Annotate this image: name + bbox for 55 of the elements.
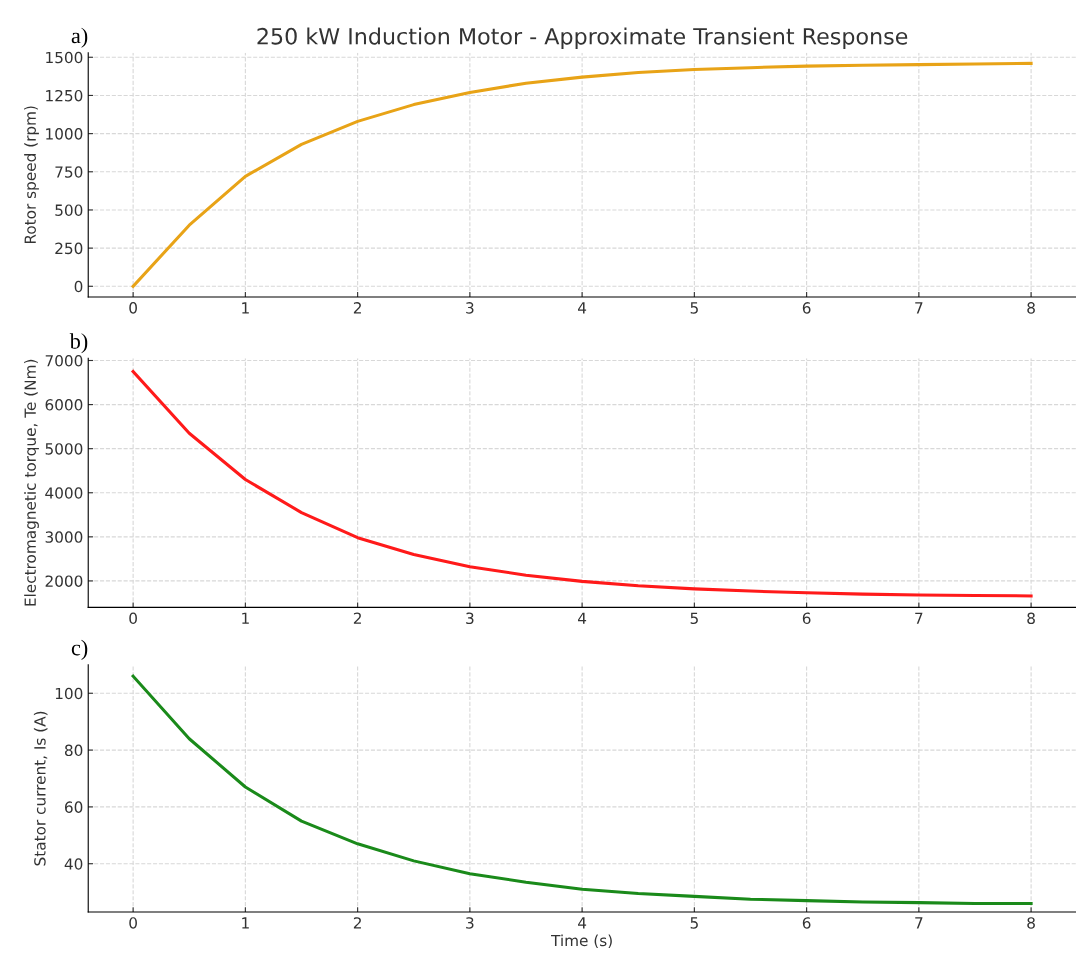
y-tick-label: 750 (55, 166, 83, 178)
y-tick-label: 4000 (45, 487, 83, 499)
x-tick-label: 8 (1027, 917, 1035, 929)
line-series (131, 674, 1033, 906)
x-tick-label: 4 (578, 612, 587, 624)
x-tick-label: 2 (353, 917, 361, 929)
x-tick-label: 6 (802, 612, 811, 625)
y-tick-label: 5000 (45, 443, 83, 455)
x-tick-label: 2 (353, 302, 361, 314)
x-tick-label: 1 (242, 917, 249, 929)
x-tick-label: 7 (915, 612, 923, 624)
y-tick-label: 0 (74, 280, 83, 293)
x-tick-label: 7 (915, 302, 923, 314)
text: a) (71, 27, 88, 48)
x-tick-label: 6 (802, 302, 811, 314)
x-tick-label: 0 (129, 917, 137, 929)
y-tick-label: 1250 (46, 89, 83, 102)
y-tick-label: 1000 (46, 128, 83, 140)
x-tick-label: 4 (578, 917, 587, 929)
x-tick-label: 3 (466, 612, 474, 625)
x-tick-label: 1 (242, 302, 249, 314)
y-tick-label: 1500 (46, 51, 83, 64)
x-tick-label: 2 (353, 612, 361, 624)
y-tick-label: 500 (55, 204, 83, 216)
line-series (131, 369, 1033, 598)
chart-title: 250 kW Induction Motor - Approximate Transient Response (257, 27, 908, 49)
y-tick-label: 40 (64, 858, 83, 870)
x-axis-title: Time (s) (551, 934, 612, 949)
y-axis-title: Stator current, Is (A) (33, 711, 48, 866)
x-tick-label: 4 (578, 302, 587, 314)
y-tick-label: 6000 (45, 399, 83, 411)
x-tick-label: 8 (1027, 302, 1035, 314)
y-tick-label: 60 (65, 801, 83, 813)
text: c) (71, 639, 88, 660)
y-tick-label: 3000 (45, 531, 83, 543)
x-tick-label: 3 (466, 917, 474, 929)
x-tick-label: 1 (242, 612, 249, 624)
line-series (131, 61, 1033, 288)
y-axis-title: Rotor speed (rpm) (24, 106, 39, 244)
y-tick-label: 250 (55, 242, 83, 255)
x-tick-label: 0 (129, 302, 137, 314)
x-tick-label: 8 (1027, 612, 1035, 625)
y-tick-label: 80 (64, 744, 83, 757)
x-tick-label: 5 (690, 302, 698, 314)
x-tick-label: 0 (129, 612, 137, 625)
text: b) (69, 333, 88, 354)
x-tick-label: 5 (690, 917, 698, 929)
y-tick-label: 2000 (45, 575, 83, 587)
x-tick-label: 6 (802, 917, 811, 929)
y-axis-title: Electromagnetic torque, Te (Nm) (24, 359, 39, 606)
x-tick-label: 3 (466, 302, 474, 314)
y-tick-label: 7000 (45, 354, 83, 367)
y-tick-label: 100 (55, 687, 83, 700)
x-tick-label: 7 (915, 917, 923, 929)
x-tick-label: 5 (690, 612, 698, 625)
